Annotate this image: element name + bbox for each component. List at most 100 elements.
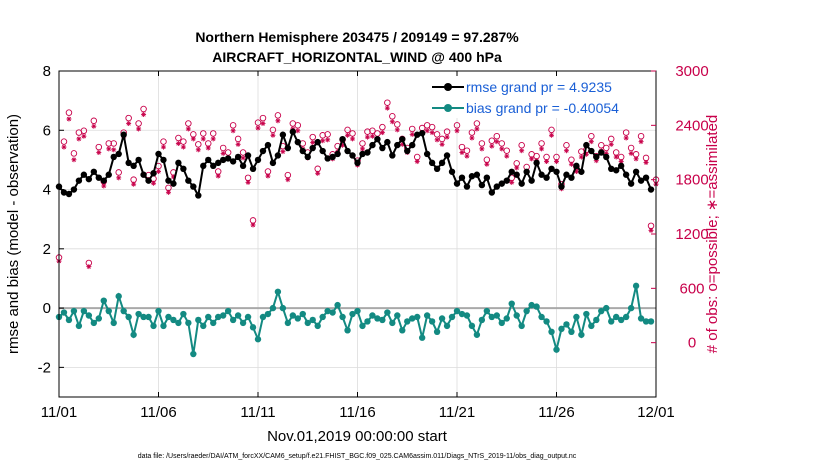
bias-marker <box>344 327 351 334</box>
obs-assimilated-marker <box>250 222 256 228</box>
obs-assimilated-marker <box>514 165 520 171</box>
obs-possible-marker <box>438 135 446 143</box>
obs-assimilated-marker <box>270 132 276 138</box>
obs-possible-marker <box>324 131 331 138</box>
rmse-marker <box>349 152 356 159</box>
bias-marker <box>299 310 306 318</box>
obs-assimilated-marker <box>126 121 132 127</box>
asterisk-stroke <box>310 140 315 145</box>
obs-assimilated-marker <box>136 126 142 132</box>
x-tick-label: 11/01 <box>41 404 77 421</box>
bias-marker <box>244 313 252 321</box>
rmse-marker <box>284 144 292 152</box>
obs-assimilated-marker <box>529 156 535 162</box>
obs-possible-marker <box>443 128 451 135</box>
rmse-marker <box>105 171 112 178</box>
bias-marker <box>553 346 560 353</box>
obs-assimilated-marker <box>195 147 201 153</box>
asterisk-stroke <box>569 162 574 167</box>
asterisk-stroke <box>459 150 465 155</box>
obs-possible-marker <box>627 144 635 152</box>
bias-marker <box>279 304 287 312</box>
obs-assimilated-marker <box>76 136 82 142</box>
rmse-marker <box>622 171 630 178</box>
obs-assimilated-marker <box>141 111 147 117</box>
asterisk-stroke <box>166 190 171 195</box>
rmse-marker <box>329 153 336 161</box>
asterisk-stroke <box>131 182 136 187</box>
asterisk-stroke <box>96 150 101 155</box>
bias-marker <box>538 313 545 321</box>
obs-assimilated-marker <box>439 141 445 147</box>
bias-marker <box>637 315 645 322</box>
obs-assimilated-marker <box>474 126 480 132</box>
obs-possible-marker <box>234 135 242 143</box>
bias-marker <box>190 350 197 358</box>
bias-marker <box>324 307 331 315</box>
rmse-marker <box>578 168 585 175</box>
rmse-marker <box>588 147 595 155</box>
bias-marker <box>65 316 73 324</box>
rmse-marker <box>573 162 580 170</box>
bias-marker <box>548 328 555 335</box>
y-right-tick-label: 2400 <box>675 117 708 134</box>
bias-marker <box>463 312 471 319</box>
legend-bias-marker <box>444 104 452 112</box>
bias-marker <box>100 297 107 304</box>
bias-marker <box>642 318 650 325</box>
rmse-marker <box>215 159 222 167</box>
bias-marker <box>563 321 570 328</box>
bias-marker <box>438 315 446 322</box>
bias-marker <box>533 303 540 310</box>
bias-marker <box>374 315 381 322</box>
bias-marker <box>254 336 262 343</box>
obs-assimilated-marker <box>588 139 594 145</box>
bias-marker <box>334 301 341 309</box>
obs-assimilated-marker <box>215 173 221 179</box>
obs-assimilated-marker <box>578 154 584 160</box>
rmse-marker <box>458 174 466 181</box>
rmse-marker <box>304 153 311 161</box>
bias-marker <box>205 313 212 321</box>
obs-assimilated-marker <box>414 159 420 165</box>
asterisk-stroke <box>633 156 639 161</box>
rmse-marker <box>279 131 287 138</box>
obs-assimilated-marker <box>275 118 281 124</box>
bias-marker <box>135 310 142 318</box>
obs-possible-marker <box>269 126 277 134</box>
obs-assimilated-marker <box>464 153 470 159</box>
rmse-marker <box>125 159 132 167</box>
asterisk-stroke <box>161 144 166 150</box>
rmse-marker <box>508 168 515 175</box>
asterisk-stroke <box>320 138 325 143</box>
obs-assimilated-marker <box>116 175 122 181</box>
obs-assimilated-marker <box>220 150 226 156</box>
obs-assimilated-marker <box>394 127 400 133</box>
obs-assimilated-marker <box>245 179 251 185</box>
asterisk-stroke <box>589 139 594 144</box>
obs-assimilated-marker <box>235 141 241 147</box>
asterisk-stroke <box>265 173 271 179</box>
asterisk-stroke <box>250 222 256 228</box>
rmse-marker <box>185 177 192 184</box>
asterisk-stroke <box>240 155 246 161</box>
obs-assimilated-marker <box>255 125 261 131</box>
asterisk-stroke <box>111 147 116 152</box>
asterisk-stroke <box>255 125 261 131</box>
bias-marker <box>314 322 321 330</box>
obs-assimilated-marker <box>81 133 87 139</box>
asterisk-stroke <box>469 135 475 141</box>
rmse-marker <box>553 168 560 175</box>
obs-assimilated-marker <box>160 144 166 150</box>
rmse-marker <box>448 168 456 175</box>
bias-marker <box>578 331 585 338</box>
y-left-tick-label: 6 <box>43 122 51 139</box>
asterisk-stroke <box>101 183 106 189</box>
obs-assimilated-marker <box>424 128 430 134</box>
rmse-marker <box>195 192 202 199</box>
obs-assimilated-marker <box>190 136 196 142</box>
rmse-marker <box>180 165 187 172</box>
rmse-marker <box>115 150 122 158</box>
obs-assimilated-marker <box>369 133 375 139</box>
asterisk-stroke <box>509 180 514 185</box>
